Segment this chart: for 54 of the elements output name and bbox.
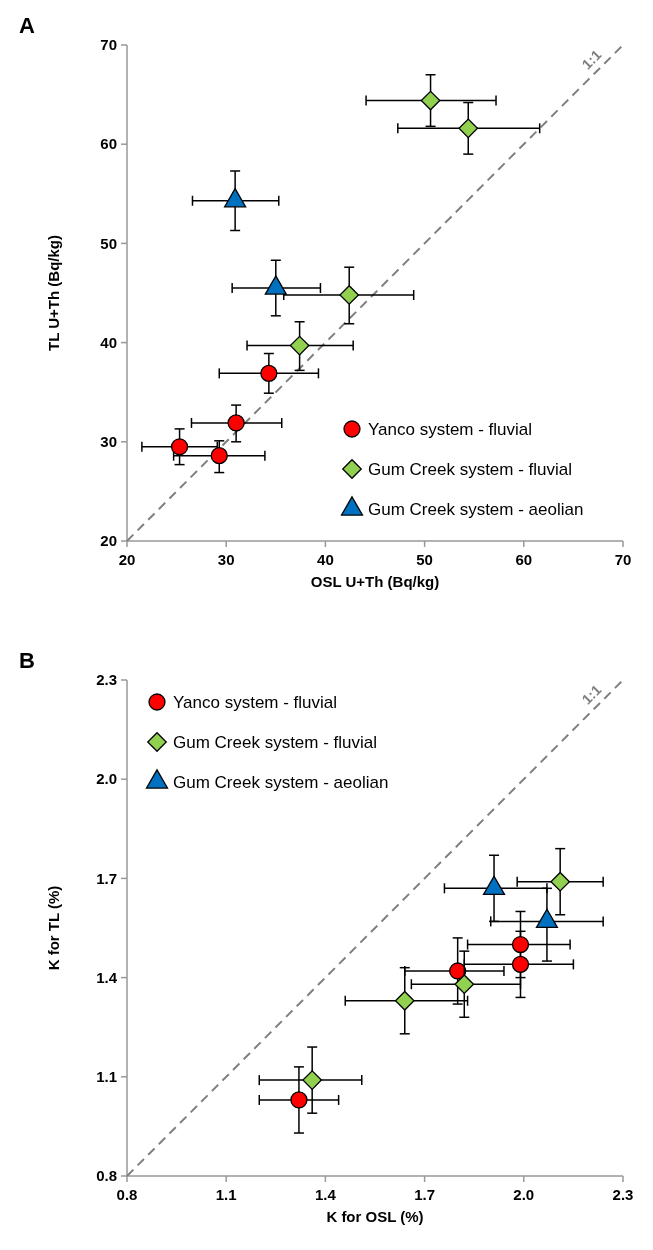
y-axis-title: TL U+Th (Bq/kg) [45, 235, 62, 351]
point [260, 364, 278, 382]
x-tick-label: 30 [217, 551, 235, 568]
point [454, 974, 475, 995]
y-tick-label: 2.3 [96, 671, 117, 689]
x-tick-label: 60 [515, 551, 533, 568]
x-tick-label: 20 [118, 551, 136, 568]
point [289, 335, 310, 356]
point [550, 871, 571, 892]
annotation: 1:1 [578, 46, 605, 73]
point [449, 962, 467, 980]
point [511, 935, 530, 954]
legend-label: Gum Creek system - fluvial [368, 459, 573, 479]
x-tick-label: 0.8 [116, 1186, 138, 1203]
y-tick-label: 0.8 [96, 1167, 117, 1185]
annotation: 1:1 [578, 681, 605, 708]
x-axis-title: OSL U+Th (Bq/kg) [310, 573, 440, 590]
x-tick-label: 1.4 [314, 1186, 337, 1203]
x-tick-label: 2.0 [513, 1186, 535, 1203]
y-tick-label: 1.1 [96, 1068, 117, 1086]
chart-title: B [19, 648, 35, 673]
point [458, 118, 479, 139]
x-axis-title: K for OSL (%) [326, 1208, 424, 1225]
x-tick-label: 40 [317, 551, 334, 568]
point [339, 285, 360, 305]
legend-label: Gum Creek system - aeolian [173, 772, 389, 792]
y-axis-title: K for TL (%) [45, 885, 62, 971]
x-tick-label: 70 [614, 551, 632, 568]
x-tick-label: 2.3 [612, 1186, 634, 1203]
y-tick-label: 1.4 [96, 968, 118, 986]
point [210, 447, 228, 465]
legend-label: Gum Creek system - fluvial [173, 732, 378, 752]
x-tick-label: 1.7 [414, 1186, 436, 1203]
point [302, 1070, 323, 1090]
legend-label: Yanco system - fluvial [368, 419, 533, 439]
x-tick-label: 1.1 [215, 1186, 237, 1203]
y-tick-label: 50 [100, 234, 117, 252]
x-tick-label: 50 [416, 551, 433, 568]
legend-label: Yanco system - fluvial [173, 692, 338, 712]
point [394, 990, 415, 1011]
point [227, 414, 245, 432]
y-tick-label: 40 [100, 333, 117, 351]
y-tick-label: 30 [100, 433, 117, 451]
point [420, 90, 441, 111]
y-tick-label: 1.7 [96, 869, 117, 887]
point [170, 438, 189, 456]
y-tick-label: 70 [100, 36, 117, 54]
y-tick-label: 60 [100, 135, 117, 153]
point [511, 955, 530, 973]
point [290, 1091, 308, 1109]
y-tick-label: 2.0 [96, 770, 117, 788]
y-tick-label: 20 [100, 532, 117, 550]
legend-label: Gum Creek system - aeolian [368, 499, 584, 519]
chart-title: A [19, 13, 35, 38]
